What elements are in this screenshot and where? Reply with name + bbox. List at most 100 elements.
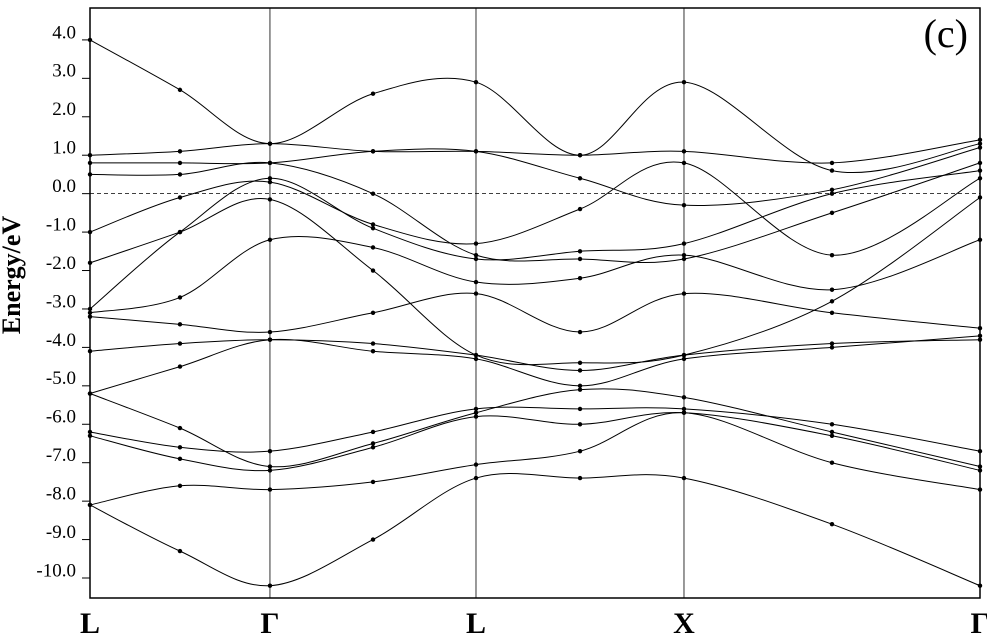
band-point <box>267 179 273 185</box>
y-tick-label: -1.0 <box>46 214 76 235</box>
y-tick-label: -5.0 <box>46 368 76 389</box>
y-tick-label: -4.0 <box>46 330 76 351</box>
x-tick-label: X <box>673 607 695 640</box>
band-point <box>681 252 687 258</box>
band-point <box>177 548 183 554</box>
band-point <box>267 487 273 492</box>
band-point <box>87 260 93 266</box>
band-point <box>829 160 835 166</box>
band-line <box>89 147 981 206</box>
band-point <box>681 352 687 358</box>
band-point <box>977 160 983 166</box>
band-line <box>89 161 981 264</box>
band-point <box>577 406 583 412</box>
band-point <box>977 337 983 342</box>
band-point <box>370 149 376 154</box>
band-point <box>829 210 835 216</box>
band-point <box>829 168 835 173</box>
band-line <box>89 473 981 587</box>
band-point <box>829 429 835 435</box>
band-point <box>473 79 479 85</box>
y-axis-label: Energy/eV <box>0 216 26 335</box>
band-point <box>267 141 273 146</box>
band-point <box>977 137 983 143</box>
band-point <box>473 356 479 362</box>
band-point <box>370 268 376 273</box>
y-tick-label: -2.0 <box>46 253 76 274</box>
band-point <box>577 329 583 335</box>
band-point <box>87 310 93 316</box>
band-point <box>977 145 983 150</box>
band-point <box>87 160 93 166</box>
band-point <box>370 222 376 227</box>
band-point <box>577 360 583 365</box>
band-point <box>177 322 183 327</box>
band-point <box>577 422 583 427</box>
y-tick-label: 0.0 <box>52 176 76 197</box>
band-point <box>267 337 273 342</box>
band-point <box>267 176 273 181</box>
band-point <box>370 479 376 485</box>
band-point <box>473 291 479 296</box>
band-point <box>370 429 376 435</box>
band-point <box>681 79 687 85</box>
band-point <box>681 256 687 262</box>
y-tick-label: -10.0 <box>36 560 76 581</box>
band-point <box>177 149 183 154</box>
band-point <box>681 410 687 415</box>
band-point <box>370 91 376 96</box>
band-point <box>829 422 835 427</box>
band-point <box>473 149 479 154</box>
y-tick-label: 2.0 <box>52 99 76 120</box>
x-tick-label: L <box>466 607 486 640</box>
band-point <box>177 425 183 431</box>
band-point <box>473 241 479 246</box>
band-point <box>370 445 376 450</box>
plot-frame <box>89 7 981 599</box>
band-point <box>177 87 183 93</box>
band-line <box>89 39 981 174</box>
band-point <box>87 37 93 43</box>
band-line <box>89 235 981 314</box>
band-point <box>681 291 687 296</box>
band-point <box>177 229 183 235</box>
band-point <box>681 149 687 154</box>
band-point <box>829 299 835 304</box>
band-point <box>473 462 479 467</box>
band-point <box>829 345 835 350</box>
panel-label: (c) <box>924 11 968 56</box>
band-point <box>681 202 687 208</box>
band-line <box>89 388 981 468</box>
band-point <box>473 252 479 258</box>
band-line <box>89 406 981 453</box>
band-point <box>177 364 183 369</box>
band-point <box>87 391 93 396</box>
band-line <box>89 335 981 394</box>
band-point <box>370 349 376 354</box>
band-point <box>87 314 93 319</box>
y-tick-label: -8.0 <box>46 483 76 504</box>
band-point <box>473 414 479 419</box>
band-point <box>267 197 273 202</box>
band-point <box>977 237 983 242</box>
band-point <box>267 468 273 473</box>
x-tick-label: L <box>80 607 100 640</box>
band-point <box>829 310 835 316</box>
band-point <box>267 448 273 454</box>
band-point <box>681 475 687 481</box>
x-tick-label: Γ <box>260 607 279 640</box>
y-tick-label: 3.0 <box>52 61 76 82</box>
band-point <box>977 464 983 469</box>
band-point <box>177 483 183 488</box>
band-point <box>977 448 983 454</box>
band-point <box>829 433 835 438</box>
band-point <box>267 160 273 166</box>
band-point <box>177 195 183 200</box>
band-point <box>370 441 376 446</box>
band-point <box>370 341 376 346</box>
band-line <box>89 197 981 366</box>
band-point <box>577 448 583 454</box>
band-point <box>87 349 93 354</box>
band-point <box>829 187 835 193</box>
